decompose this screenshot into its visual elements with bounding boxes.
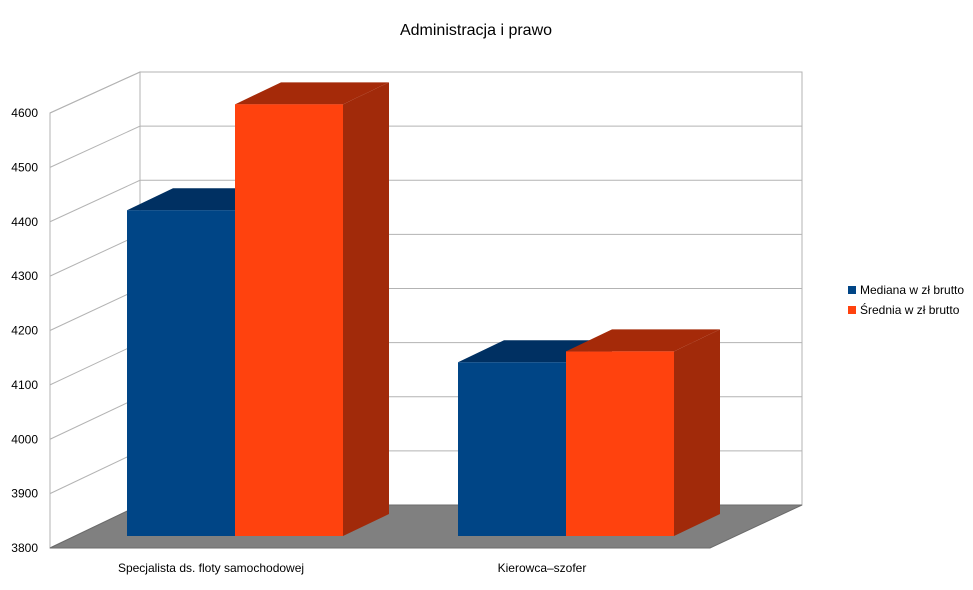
y-tick-label: 4200 <box>11 324 38 338</box>
y-tick-label: 4500 <box>11 160 38 174</box>
bar-front <box>566 351 674 536</box>
x-axis-categories: Specjalista ds. floty samochodowej Kierow… <box>118 561 586 575</box>
bar-top <box>235 82 389 105</box>
y-tick-label: 4400 <box>11 215 38 229</box>
y-tick-label: 4100 <box>11 378 38 392</box>
y-tick-label: 3900 <box>11 487 38 501</box>
y-axis-ticks: 3800 3900 4000 4100 4200 4300 4400 4500 4600 <box>11 106 38 555</box>
bar-side <box>343 82 389 536</box>
bar <box>566 329 720 536</box>
gridline-side <box>49 233 141 277</box>
y-tick-label: 4600 <box>11 106 38 120</box>
bars <box>127 82 720 536</box>
chart-title: Administracja i prawo <box>400 22 552 39</box>
bar <box>235 82 389 536</box>
legend-label: Średnia w zł brutto <box>860 302 960 317</box>
bar-front <box>458 362 566 536</box>
gridline-side <box>49 288 141 331</box>
bar-side <box>674 329 720 536</box>
gridline-side <box>49 125 141 168</box>
gridline-side <box>49 342 141 386</box>
gridline-side <box>49 71 141 114</box>
legend-swatch <box>848 286 856 294</box>
legend: Mediana w zł brutto Średnia w zł brutto <box>848 283 964 317</box>
bar-front <box>127 210 235 536</box>
y-tick-label: 3800 <box>11 541 38 555</box>
x-category-label: Kierowca–szofer <box>498 561 587 575</box>
gridline-side <box>49 179 141 223</box>
bar-top <box>566 329 720 352</box>
gridline-side <box>49 396 141 440</box>
gridline-side <box>49 450 141 495</box>
x-category-label: Specjalista ds. floty samochodowej <box>118 561 304 575</box>
y-tick-label: 4000 <box>11 432 38 446</box>
y-tick-label: 4300 <box>11 269 38 283</box>
legend-swatch <box>848 306 856 314</box>
bar-front <box>235 104 343 536</box>
legend-label: Mediana w zł brutto <box>860 283 964 297</box>
